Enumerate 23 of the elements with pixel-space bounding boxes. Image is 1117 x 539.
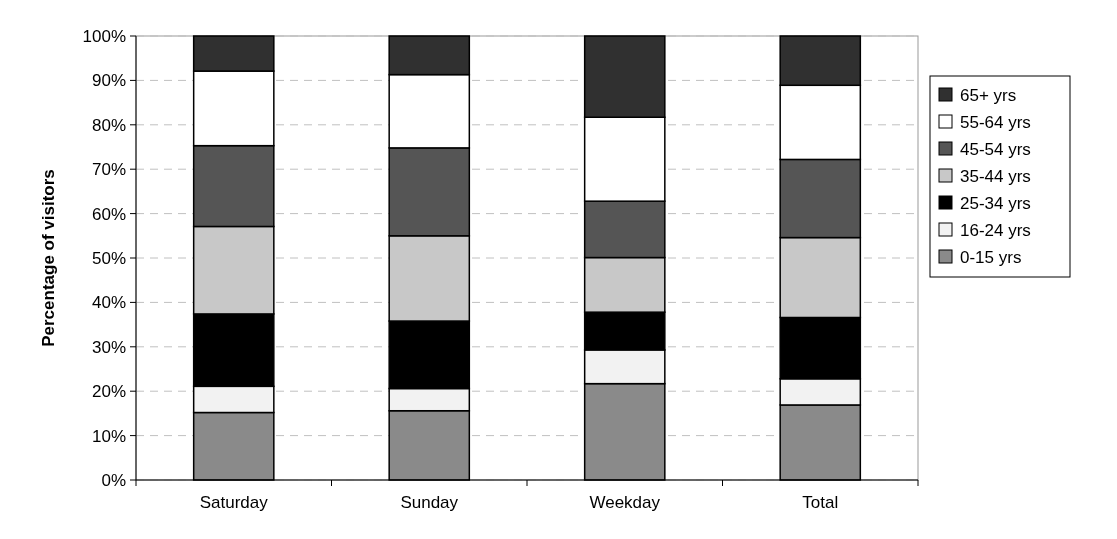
x-tick-label: Saturday xyxy=(199,493,269,512)
legend-label: 45-54 yrs xyxy=(960,139,1031,159)
legend-label: 25-34 yrs xyxy=(960,193,1031,213)
y-tick-label: 20% xyxy=(91,382,126,402)
y-tick-label: 90% xyxy=(91,71,126,91)
y-tick-label: 30% xyxy=(91,337,126,357)
y-tick-label: 50% xyxy=(91,248,126,268)
x-tick-label: Weekday xyxy=(589,493,661,512)
legend-label: 0-15 yrs xyxy=(960,247,1022,267)
x-tick-label: Total xyxy=(802,493,839,512)
y-tick-label: 70% xyxy=(91,160,126,180)
legend-label: 55-64 yrs xyxy=(960,112,1031,132)
y-tick-label: 40% xyxy=(91,293,126,313)
y-tick-label: 100% xyxy=(82,26,126,46)
y-tick-label: 80% xyxy=(91,115,126,135)
x-tick-label: Sunday xyxy=(400,493,459,512)
y-tick-label: 10% xyxy=(91,426,126,446)
legend-label: 35-44 yrs xyxy=(960,166,1031,186)
legend-label: 16-24 yrs xyxy=(960,220,1031,240)
y-tick-label: 0% xyxy=(101,470,126,490)
y-axis-title: Percentage of visitors xyxy=(39,169,58,347)
y-tick-label: 60% xyxy=(91,204,126,224)
legend-label: 65+ yrs xyxy=(960,85,1017,105)
